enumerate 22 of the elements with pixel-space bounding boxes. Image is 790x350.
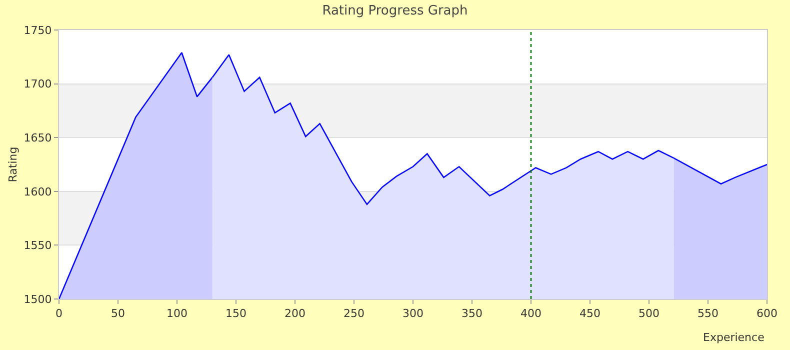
y-tick-label: 1500 [24, 292, 52, 306]
y-tick-label: 1550 [24, 239, 52, 252]
x-tick-label: 550 [698, 307, 718, 320]
y-axis-title: Rating [6, 146, 20, 182]
x-tick-label: 450 [580, 307, 600, 320]
x-tick-label: 200 [284, 307, 306, 320]
x-tick-label: 50 [111, 307, 125, 320]
x-tick-label: 600 [756, 307, 778, 320]
x-tick-label: 250 [344, 307, 364, 320]
x-tick-label: 400 [520, 307, 542, 320]
x-tick-label: 500 [638, 307, 660, 320]
chart-title: Rating Progress Graph [322, 3, 468, 18]
x-axis-title: Experience [703, 331, 765, 344]
x-tick-label: 150 [226, 307, 246, 320]
x-tick-label: 350 [462, 307, 482, 320]
y-tick-label: 1650 [24, 131, 52, 144]
y-tick-label: 1750 [24, 24, 52, 37]
x-tick-label: 300 [402, 307, 424, 320]
x-tick-label: 0 [56, 307, 62, 320]
y-tick-label: 1600 [24, 185, 52, 198]
x-tick-label: 100 [166, 307, 188, 320]
y-tick-label: 1700 [24, 78, 52, 91]
